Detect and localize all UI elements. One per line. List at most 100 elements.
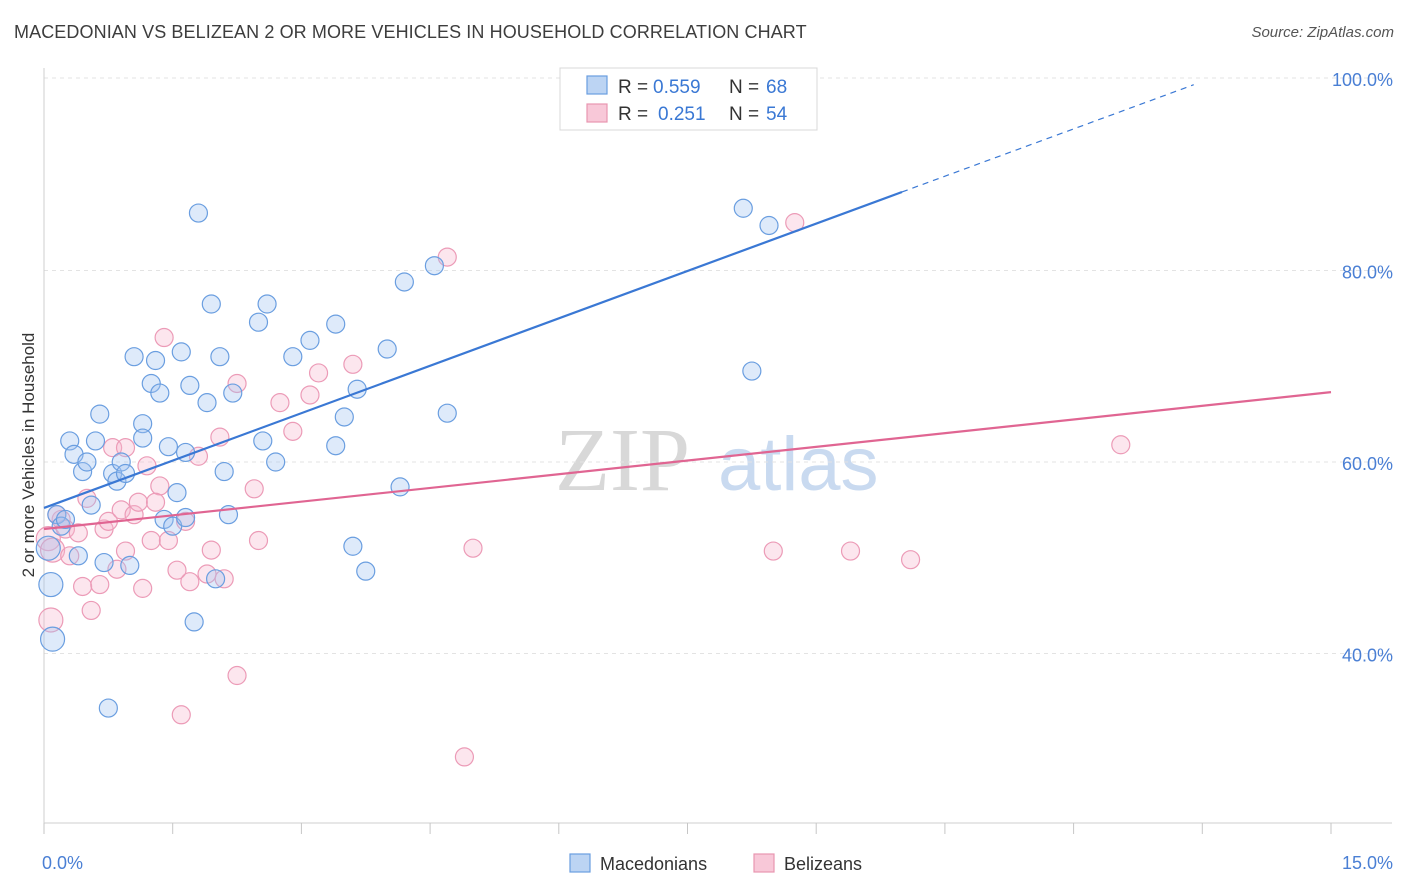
legend-swatch-pink [586, 103, 608, 123]
x-tick-label: 0.0% [42, 853, 83, 873]
belizean-point [227, 665, 247, 686]
trend-lines [43, 84, 1332, 531]
legend: R = 0.559 N = 68 R = 0.251 N = 54 [559, 67, 818, 131]
belizean-point [171, 705, 191, 725]
macedonian-point [266, 452, 286, 472]
macedonian-point [326, 314, 346, 334]
macedonian-point [214, 461, 234, 482]
macedonian-point [38, 571, 64, 598]
belizean-point [115, 438, 136, 458]
belizean-point [141, 530, 161, 551]
belizean-point [73, 576, 93, 597]
belizean-point [454, 747, 475, 767]
macedonian-point [111, 452, 131, 472]
macedonian-point [175, 507, 196, 528]
belizean-point [763, 541, 783, 561]
belizean-point [167, 560, 187, 580]
macedonian-trend-line [43, 190, 903, 509]
belizean-point [343, 354, 363, 374]
macedonian-point [94, 552, 114, 573]
macedonian-point [334, 407, 354, 427]
belizean-point [308, 363, 329, 383]
bottom-legend-swatch-blue [569, 853, 591, 873]
belizean-point [840, 541, 861, 561]
y-tick-label: 60.0% [1342, 454, 1393, 474]
legend-n-value-2: 54 [766, 104, 788, 125]
belizean-point [68, 523, 88, 543]
macedonian-point [300, 330, 320, 350]
belizean-point [133, 578, 153, 598]
macedonian-point [90, 404, 110, 424]
belizean-point [270, 393, 290, 413]
macedonian-point [145, 350, 166, 371]
macedonian-point [733, 198, 753, 218]
watermark-atlas: atlas [718, 422, 879, 507]
tick-labels: 40.0% 60.0% 80.0% 100.0% 0.0% 15.0% [42, 70, 1393, 873]
x-tick-label: 15.0% [1342, 853, 1393, 873]
legend-n-value-1: 68 [766, 77, 787, 98]
macedonian-point [283, 347, 303, 367]
macedonian-point [81, 495, 101, 515]
belizean-point [1111, 435, 1131, 455]
legend-r-value-2: 0.251 [658, 104, 706, 125]
axes [43, 68, 1392, 834]
macedonian-point [188, 203, 209, 223]
bottom-legend: Macedonians Belizeans [569, 853, 862, 874]
macedonian-point [253, 431, 273, 451]
macedonian-point [133, 414, 153, 434]
y-tick-label: 40.0% [1342, 646, 1393, 666]
chart-title: MACEDONIAN VS BELIZEAN 2 OR MORE VEHICLE… [14, 22, 807, 42]
belizean-point [90, 574, 110, 595]
macedonian-point [223, 383, 243, 403]
legend-r-label-2: R = [618, 104, 648, 125]
belizean-point [111, 500, 131, 520]
macedonian-point [394, 272, 414, 292]
macedonian-points [35, 198, 779, 718]
macedonian-point [377, 339, 397, 359]
belizean-point [283, 421, 303, 441]
macedonian-point [326, 436, 346, 456]
belizean-point [180, 572, 200, 592]
legend-n-label-1: N = [729, 77, 759, 98]
belizean-point [300, 385, 320, 405]
macedonian-point [133, 428, 153, 448]
macedonian-point [257, 294, 277, 314]
macedonian-point [201, 294, 221, 314]
macedonian-point [206, 569, 226, 589]
bottom-legend-label-belizeans: Belizeans [784, 854, 862, 874]
macedonian-point [742, 361, 762, 381]
macedonian-point [35, 535, 61, 561]
macedonian-point [759, 215, 779, 236]
belizean-point [38, 607, 64, 633]
legend-r-value-1: 0.559 [653, 77, 701, 98]
belizean-point [463, 538, 483, 558]
macedonian-point [158, 437, 179, 457]
belizean-point [248, 530, 269, 551]
macedonian-point [180, 375, 200, 395]
belizean-point [154, 327, 174, 348]
belizean-point [244, 479, 264, 499]
macedonian-point [210, 347, 230, 367]
macedonian-point [343, 536, 363, 556]
source-label: Source: ZipAtlas.com [1251, 24, 1394, 41]
macedonian-point [73, 461, 93, 482]
y-tick-label: 80.0% [1342, 263, 1393, 283]
macedonian-point [55, 509, 76, 530]
belizean-point [158, 530, 179, 551]
gridlines [44, 77, 1392, 654]
macedonian-point [124, 347, 144, 367]
macedonian-point [167, 483, 187, 503]
legend-swatch-blue [586, 75, 608, 95]
belizean-point [900, 550, 921, 570]
watermark-zip: ZIP [555, 411, 690, 510]
macedonian-point [248, 312, 269, 332]
belizean-point [227, 373, 247, 394]
legend-r-label-1: R = [618, 77, 648, 98]
macedonian-point [197, 393, 217, 413]
belizean-point [201, 540, 221, 560]
bottom-legend-label-macedonians: Macedonians [600, 854, 707, 874]
macedonian-point [390, 477, 410, 497]
belizean-point [128, 492, 148, 512]
macedonian-point [120, 555, 140, 576]
belizean-point [145, 492, 166, 512]
